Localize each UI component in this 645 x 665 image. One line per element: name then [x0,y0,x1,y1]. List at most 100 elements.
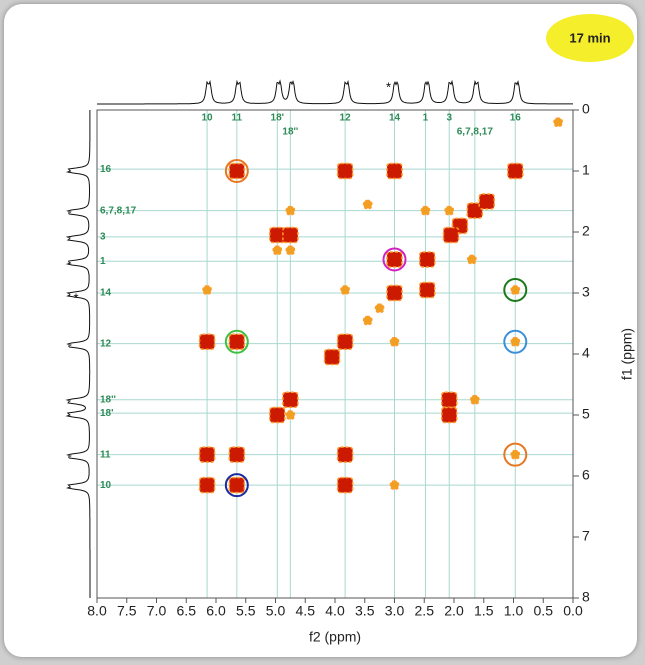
weak-cross-peak [362,199,373,210]
highlight-circle [224,329,249,354]
assignment-label-top: 18'' [282,127,298,138]
f1-projection [65,110,91,598]
cross-peak [507,162,524,180]
assignment-label-left: 6,7,8,17 [100,205,137,216]
x-tick-label: 5.5 [236,603,256,619]
weak-cross-peak [444,205,454,216]
assignment-label-top: 11 [232,113,243,124]
assignment-label-top: 16 [510,113,522,124]
assignment-label-left: 16 [100,164,112,175]
weak-cross-peak [553,117,563,127]
card [4,4,637,657]
cross-peak [228,446,246,463]
time-badge [546,14,634,62]
weak-cross-peak [420,205,431,216]
cross-peak [442,226,460,244]
highlight-circle [503,442,528,467]
cross-peak [440,406,458,424]
weak-cross-peak [285,205,296,216]
assignment-label-top: 12 [340,113,352,124]
cross-peak [269,226,286,244]
cross-peak [198,333,216,351]
assignment-label-left: 18' [100,408,114,419]
assignment-label-top: 14 [389,113,401,124]
cross-peak [336,446,354,463]
weak-cross-peak [389,480,400,490]
assignment-label-top: 3 [446,113,452,124]
x-tick-label: 0.5 [534,603,554,619]
cross-peak [228,162,246,180]
x-tick-label: 6.0 [206,603,226,619]
f2-projection [97,79,573,105]
y-tick-label: 2 [582,223,590,239]
weak-cross-peak [362,315,373,326]
x-tick-label: 7.0 [147,603,167,619]
weak-cross-peak [202,285,212,295]
assignment-label-left: 11 [100,449,111,460]
assignment-label-left: 12 [100,338,112,349]
assignment-label-left: 3 [100,232,106,243]
asterisk-left: * [73,291,78,306]
cross-peak [418,281,436,299]
x-tick-label: 1.0 [504,603,524,619]
cross-peak [198,446,216,463]
highlight-circle [382,247,407,272]
x-tick-label: 4.0 [325,603,345,619]
assignment-label-top: 1 [423,113,429,124]
y-tick-label: 4 [582,345,590,361]
cross-peak [386,162,403,180]
assignment-label-top: 18' [271,113,285,124]
highlight-circle [224,159,249,183]
x-tick-label: 2.0 [444,603,464,619]
cross-peak [269,406,286,424]
cross-peak [198,476,216,494]
y-tick-label: 6 [582,467,590,483]
x-tick-label: 4.5 [296,603,316,619]
x-tick-label: 8.0 [87,603,107,619]
weak-cross-peak [285,245,296,256]
cross-peak [478,193,495,210]
x-tick-label: 1.5 [474,603,494,619]
weak-cross-peak [510,337,521,347]
x-tick-label: 7.5 [117,603,137,619]
y-tick-label: 0 [582,101,590,117]
cross-peak [323,348,341,366]
x-tick-label: 3.0 [385,603,405,619]
asterisk-top: * [386,79,391,94]
y-tick-label: 3 [582,284,590,300]
assignment-label-left: 18'' [100,394,116,405]
assignment-label-left: 10 [100,480,112,491]
cross-peak [418,251,436,268]
cross-peak [336,162,354,180]
cross-peak [440,391,458,408]
highlight-circle [503,277,528,302]
cross-peak [336,333,354,351]
x-tick-label: 6.5 [177,603,197,619]
weak-cross-peak [510,449,521,460]
x-tick-label: 5.0 [266,603,286,619]
weak-cross-peak [285,410,296,420]
x-tick-label: 3.5 [355,603,375,619]
cross-peak [466,202,484,219]
weak-cross-peak [340,285,350,295]
assignment-label-left: 1 [100,256,106,267]
weak-cross-peak [467,254,477,265]
assignment-label-top: 6,7,8,17 [457,127,494,138]
time-label: 17 min [569,30,610,45]
cross-peak [282,391,299,408]
y-tick-label: 1 [582,162,590,178]
x-axis-label: f2 (ppm) [309,629,361,645]
y-tick-label: 8 [582,589,590,605]
cross-peak [282,226,299,244]
highlight-circle [503,329,528,354]
weak-cross-peak [510,285,521,295]
assignment-label-left: 14 [100,288,112,299]
highlight-circle [224,473,249,498]
cross-peak [386,284,403,302]
assignment-label-top: 10 [202,113,214,124]
cross-peak [386,251,403,268]
x-tick-label: 2.5 [415,603,435,619]
y-tick-label: 5 [582,406,590,422]
weak-cross-peak [470,395,480,405]
